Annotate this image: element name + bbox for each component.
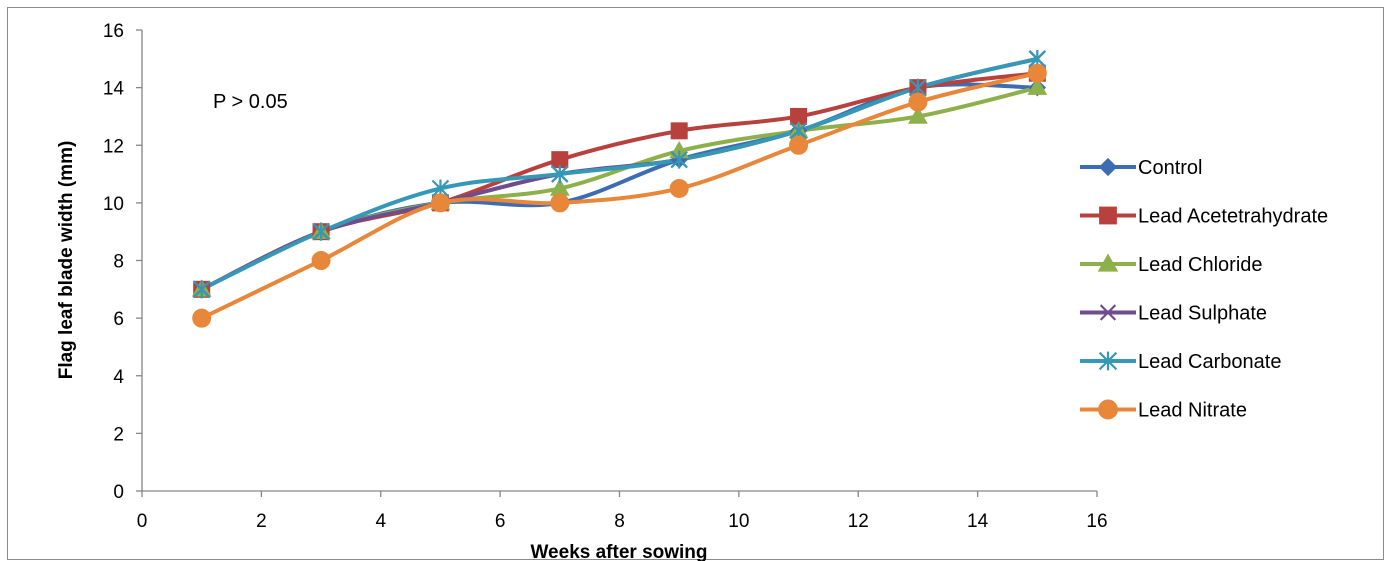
x-axis-title: Weeks after sowing xyxy=(530,542,707,561)
legend-label-lead-chloride: Lead Chloride xyxy=(1138,254,1263,276)
y-tick-label: 8 xyxy=(113,252,124,273)
legend-marker-lead-nitrate xyxy=(1098,399,1118,420)
data-point-lead-chloride xyxy=(1027,77,1048,95)
x-tick-label: 8 xyxy=(614,511,625,532)
y-tick-label: 4 xyxy=(113,367,124,388)
y-tick-label: 0 xyxy=(113,482,124,503)
data-point-lead-nitrate xyxy=(311,251,331,270)
x-tick-label: 2 xyxy=(256,511,267,532)
legend-label-lead-nitrate: Lead Nitrate xyxy=(1138,400,1247,422)
legend-label-lead-acetetrahydrate: Lead Acetetrahydrate xyxy=(1138,206,1328,228)
x-tick-label: 16 xyxy=(1086,511,1107,532)
significance-annotation: P > 0.05 xyxy=(213,91,288,113)
data-point-lead-nitrate xyxy=(430,193,450,213)
data-point-lead-nitrate xyxy=(669,178,689,198)
data-point-lead-carbonate xyxy=(192,280,211,299)
y-tick-label: 10 xyxy=(103,194,124,215)
legend-label-lead-carbonate: Lead Carbonate xyxy=(1138,351,1281,373)
legend-label-lead-sulphate: Lead Sulphate xyxy=(1138,303,1267,325)
x-tick-label: 12 xyxy=(848,511,869,532)
legend-marker-lead-sulphate xyxy=(1099,304,1117,321)
y-axis-title: Flag leaf blade width (mm) xyxy=(56,141,77,380)
y-tick-label: 14 xyxy=(103,79,125,100)
data-point-lead-acetetrahydrate xyxy=(670,122,688,140)
x-tick-label: 10 xyxy=(728,511,749,532)
y-tick-label: 2 xyxy=(113,424,124,445)
data-point-lead-nitrate xyxy=(1027,63,1047,83)
x-tick-label: 4 xyxy=(375,511,386,532)
x-tick-label: 0 xyxy=(137,511,148,532)
legend-marker-lead-chloride xyxy=(1097,253,1119,272)
data-point-lead-nitrate xyxy=(550,193,570,213)
axes: 0 2 4 6 8 10 12 14 16 0 2 4 6 8 10 12 14 16 xyxy=(103,21,1108,532)
data-point-lead-nitrate xyxy=(192,308,212,328)
chart-frame xyxy=(7,7,1384,560)
legend-marker-lead-acetetrahydrate xyxy=(1099,206,1117,225)
series-line-lead-carbonate xyxy=(199,56,1040,292)
series-lines xyxy=(199,56,1040,321)
x-tick-label: 6 xyxy=(495,511,506,532)
legend-marker-control xyxy=(1098,157,1118,177)
legend: Control Lead Acetetrahydrate Lead Chloride… xyxy=(1080,157,1328,422)
series-line-lead-nitrate xyxy=(199,71,1040,321)
data-point-lead-nitrate xyxy=(789,135,809,155)
data-point-lead-chloride xyxy=(908,106,928,124)
y-tick-label: 6 xyxy=(113,309,124,330)
data-point-lead-carbonate xyxy=(670,150,688,169)
series-markers xyxy=(191,49,1048,328)
y-tick-label: 16 xyxy=(103,21,124,42)
data-point-lead-nitrate xyxy=(908,92,928,112)
legend-label-control: Control xyxy=(1138,157,1202,179)
data-point-lead-carbonate xyxy=(312,222,330,241)
y-tick-label: 12 xyxy=(103,136,124,157)
x-tick-label: 14 xyxy=(967,511,989,532)
legend-marker-lead-carbonate xyxy=(1098,351,1118,371)
data-point-lead-carbonate xyxy=(551,165,569,184)
